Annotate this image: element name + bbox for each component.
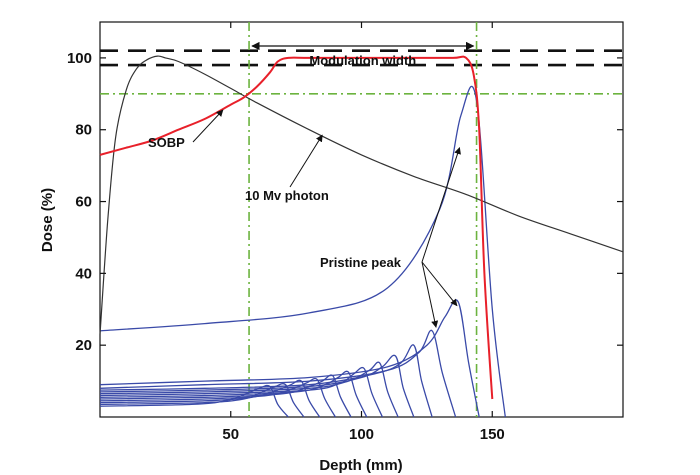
pristine-peak-curve (99, 354, 415, 418)
modulation-width-label: Modulation width (309, 53, 416, 68)
reference-lines (100, 22, 623, 417)
series-layer (99, 55, 624, 418)
pristine-peak-curve (99, 85, 506, 418)
pristine-peak-curve (99, 379, 321, 418)
pristine-peak-label: Pristine peak (320, 255, 402, 270)
photon-curve (99, 55, 624, 335)
x-tick-label: 100 (349, 426, 374, 443)
sobp-arrow (192, 109, 224, 143)
pristine-peak-curve (99, 370, 368, 418)
x-tick-label: 50 (222, 426, 239, 443)
pristine-peak-curve (99, 383, 305, 418)
pristine-peak-curve (99, 366, 383, 418)
y-tick-label: 100 (67, 50, 92, 67)
axis-ticks: 50 100 150 20 40 60 80 100 (67, 22, 623, 443)
pristine-peak-curve (99, 374, 352, 418)
y-axis-label: Dose (%) (39, 188, 56, 252)
pristine-peak-curve (99, 299, 480, 418)
photon-arrow (289, 134, 323, 188)
y-tick-label: 40 (75, 265, 92, 282)
pristine-peak-curve (99, 344, 433, 418)
pristine-peak-curve (99, 384, 289, 418)
y-tick-label: 60 (75, 194, 92, 211)
y-tick-label: 20 (75, 337, 92, 354)
x-axis-label: Depth (mm) (319, 457, 402, 474)
y-tick-label: 80 (75, 122, 92, 139)
sobp-curve (99, 55, 494, 400)
pristine-peak-arrow (421, 147, 461, 263)
pristine-peak-arrow (421, 261, 458, 307)
sobp-label: SOBP (148, 135, 185, 150)
plot-frame (99, 21, 624, 418)
x-tick-label: 150 (480, 426, 505, 443)
pristine-peak-curve (99, 377, 336, 418)
photon-label: 10 Mv photon (245, 188, 329, 203)
annotations: Modulation width SOBP 10 Mv photon Pristine… (148, 41, 475, 328)
pristine-peak-arrow (421, 261, 439, 328)
